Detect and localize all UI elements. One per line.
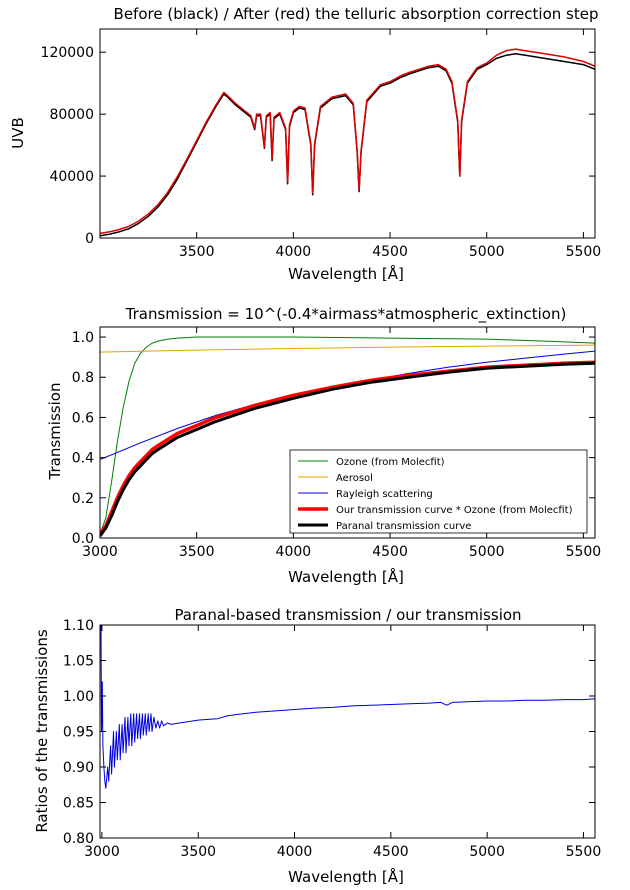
legend-label-4: Our transmission curve * Ozone (from Mol… (336, 505, 573, 516)
y-tick-label: 0.2 (72, 491, 94, 507)
y-tick-label: 0.90 (63, 760, 94, 776)
y-tick-label: 0.80 (63, 831, 94, 847)
panel-uvb-spectrum: Before (black) / After (red) the telluri… (9, 5, 601, 283)
legend-label-5: Paranal transmission curve (336, 521, 471, 532)
x-tick-label: 3500 (179, 244, 215, 260)
panel-2-frame (99, 326, 596, 539)
x-tick-label: 4500 (372, 244, 408, 260)
y-tick-label: 0.0 (72, 531, 94, 547)
panel-ratios: Paranal-based transmission / our transmi… (33, 606, 601, 886)
panel-3-ylabel: Ratios of the transmissions (33, 629, 51, 833)
y-tick-label: 120000 (41, 45, 94, 61)
x-tick-label: 3000 (82, 544, 118, 560)
y-tick-label: 1.0 (72, 330, 94, 346)
panel-1-ylabel: UVB (9, 117, 27, 149)
y-tick-label: 80000 (49, 107, 94, 123)
series-line-2-5 (100, 361, 595, 537)
x-tick-label: 3500 (180, 844, 216, 860)
panel-1-xlabel: Wavelength [Å] (288, 264, 404, 283)
x-tick-label: 5500 (566, 544, 602, 560)
panel-2-xlabel: Wavelength [Å] (288, 567, 404, 586)
panel-1-title: Before (black) / After (red) the telluri… (114, 5, 599, 23)
x-tick-label: 5500 (566, 844, 602, 860)
y-tick-label: 0.95 (63, 725, 94, 741)
y-tick-label: 0 (85, 231, 94, 247)
panel-2-title: Transmission = 10^(-0.4*airmass*atmosphe… (125, 305, 567, 324)
x-tick-label: 4500 (373, 844, 409, 860)
x-tick-label: 5000 (469, 844, 505, 860)
x-tick-label: 4000 (276, 544, 312, 560)
series-line-2-1 (100, 336, 595, 535)
panel-3-frame (99, 624, 596, 839)
y-tick-label: 0.4 (72, 451, 94, 467)
y-tick-label: 1.00 (63, 689, 94, 705)
legend-box (289, 449, 588, 534)
series-line-3-1 (100, 625, 595, 789)
series-line-1-1 (100, 53, 595, 237)
x-tick-label: 4000 (277, 844, 313, 860)
legend-label-1: Ozone (from Molecfit) (336, 457, 445, 468)
x-tick-label: 5000 (469, 544, 505, 560)
legend-label-3: Rayleigh scattering (336, 489, 433, 500)
panel-3-xlabel: Wavelength [Å] (288, 867, 404, 886)
x-tick-label: 3500 (179, 544, 215, 560)
x-tick-label: 5000 (469, 244, 505, 260)
panel-transmission: Transmission = 10^(-0.4*airmass*atmosphe… (46, 305, 601, 586)
panel-1-frame (99, 28, 596, 239)
y-tick-label: 0.85 (63, 796, 94, 812)
panel-3-title: Paranal-based transmission / our transmi… (174, 606, 521, 624)
y-tick-label: 1.05 (63, 654, 94, 670)
y-tick-label: 0.8 (72, 370, 94, 386)
series-line-2-2 (100, 344, 595, 353)
x-tick-label: 5500 (566, 244, 602, 260)
legend-label-2: Aerosol (336, 473, 373, 484)
y-tick-label: 1.10 (63, 618, 94, 634)
y-tick-label: 40000 (49, 169, 94, 185)
y-tick-label: 0.6 (72, 410, 94, 426)
x-tick-label: 4000 (276, 244, 312, 260)
x-tick-label: 4500 (372, 544, 408, 560)
x-tick-label: 3000 (84, 844, 120, 860)
panel-2-ylabel: Transmission (46, 383, 64, 481)
legend: Ozone (from Molecfit) Aerosol Rayleigh sca… (289, 449, 588, 534)
series-line-1-2 (100, 48, 595, 235)
